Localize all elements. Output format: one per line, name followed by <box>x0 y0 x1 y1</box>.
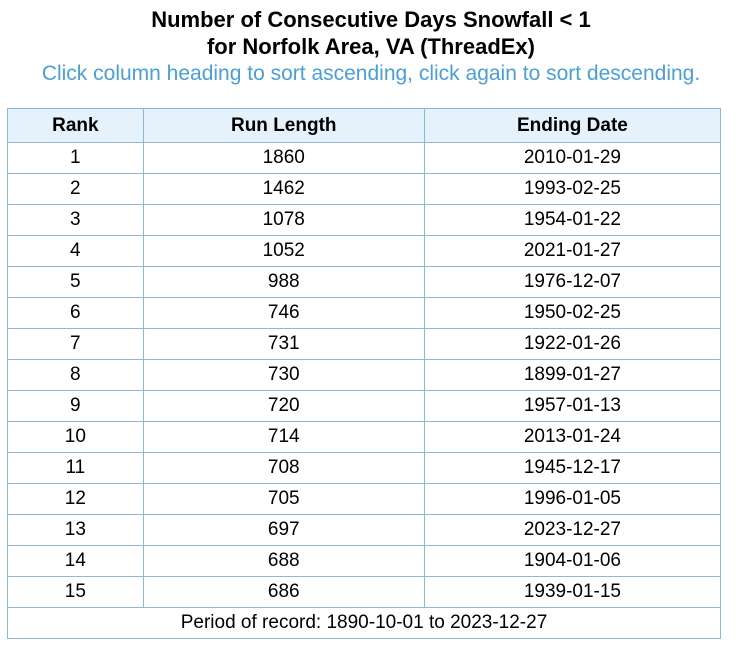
table-row: 4 1052 2021-01-27 <box>7 235 722 267</box>
rank-cell: 15 <box>7 576 144 608</box>
run-length-cell: 705 <box>142 483 425 515</box>
run-length-cell: 988 <box>142 266 425 298</box>
ending-date-cell: 2021-01-27 <box>423 235 722 267</box>
rank-cell: 4 <box>7 235 144 267</box>
run-length-cell: 746 <box>142 297 425 329</box>
rank-cell: 13 <box>7 514 144 546</box>
ending-date-cell: 2010-01-29 <box>423 142 722 174</box>
column-heading-ending-date[interactable]: Ending Date <box>423 108 722 143</box>
table-row: 12 705 1996-01-05 <box>7 483 722 515</box>
table-row: 10 714 2013-01-24 <box>7 421 722 453</box>
footer-row: Period of record: 1890-10-01 to 2023-12-… <box>7 607 721 639</box>
run-length-cell: 1052 <box>142 235 425 267</box>
table-row: 15 686 1939-01-15 <box>7 576 722 608</box>
table-row: 7 731 1922-01-26 <box>7 328 722 360</box>
rank-cell: 6 <box>7 297 144 329</box>
ending-date-cell: 1939-01-15 <box>423 576 722 608</box>
table-row: 14 688 1904-01-06 <box>7 545 722 577</box>
title-line-1: Number of Consecutive Days Snowfall < 1 <box>151 7 591 32</box>
page-title: Number of Consecutive Days Snowfall < 1 … <box>0 0 742 60</box>
table-footer: Period of record: 1890-10-01 to 2023-12-… <box>7 607 721 639</box>
run-length-cell: 720 <box>142 390 425 422</box>
title-line-2: for Norfolk Area, VA (ThreadEx) <box>206 34 535 59</box>
ending-date-cell: 1899-01-27 <box>423 359 722 391</box>
rank-cell: 8 <box>7 359 144 391</box>
table-row: 11 708 1945-12-17 <box>7 452 722 484</box>
run-length-cell: 708 <box>142 452 425 484</box>
ending-date-cell: 1904-01-06 <box>423 545 722 577</box>
table-header: Rank Run Length Ending Date <box>7 108 722 143</box>
ending-date-cell: 1945-12-17 <box>423 452 722 484</box>
table-row: 8 730 1899-01-27 <box>7 359 722 391</box>
table-row: 2 1462 1993-02-25 <box>7 173 722 205</box>
rank-cell: 10 <box>7 421 144 453</box>
rank-cell: 12 <box>7 483 144 515</box>
records-table: Rank Run Length Ending Date 1 1860 2010-01… <box>7 108 722 639</box>
ending-date-cell: 1957-01-13 <box>423 390 722 422</box>
run-length-cell: 688 <box>142 545 425 577</box>
ending-date-cell: 1993-02-25 <box>423 173 722 205</box>
ending-date-cell: 2013-01-24 <box>423 421 722 453</box>
rank-cell: 11 <box>7 452 144 484</box>
run-length-cell: 1860 <box>142 142 425 174</box>
ending-date-cell: 1954-01-22 <box>423 204 722 236</box>
run-length-cell: 714 <box>142 421 425 453</box>
ending-date-cell: 1996-01-05 <box>423 483 722 515</box>
run-length-cell: 686 <box>142 576 425 608</box>
rank-cell: 9 <box>7 390 144 422</box>
run-length-cell: 1462 <box>142 173 425 205</box>
rank-cell: 3 <box>7 204 144 236</box>
table-body: 1 1860 2010-01-29 2 1462 1993-02-25 3 1078 195… <box>7 142 722 608</box>
table-row: 1 1860 2010-01-29 <box>7 142 722 174</box>
rank-cell: 14 <box>7 545 144 577</box>
ending-date-cell: 1922-01-26 <box>423 328 722 360</box>
table-row: 6 746 1950-02-25 <box>7 297 722 329</box>
ending-date-cell: 1976-12-07 <box>423 266 722 298</box>
run-length-cell: 1078 <box>142 204 425 236</box>
table-row: 13 697 2023-12-27 <box>7 514 722 546</box>
column-heading-rank[interactable]: Rank <box>7 108 144 143</box>
run-length-cell: 697 <box>142 514 425 546</box>
page-header: Number of Consecutive Days Snowfall < 1 … <box>0 0 742 87</box>
table-row: 5 988 1976-12-07 <box>7 266 722 298</box>
run-length-cell: 730 <box>142 359 425 391</box>
table-row: 3 1078 1954-01-22 <box>7 204 722 236</box>
rank-cell: 1 <box>7 142 144 174</box>
ending-date-cell: 1950-02-25 <box>423 297 722 329</box>
rank-cell: 2 <box>7 173 144 205</box>
rank-cell: 5 <box>7 266 144 298</box>
header-row: Rank Run Length Ending Date <box>7 108 722 143</box>
period-of-record: Period of record: 1890-10-01 to 2023-12-… <box>7 607 721 639</box>
sort-instructions: Click column heading to sort ascending, … <box>41 62 701 85</box>
rank-cell: 7 <box>7 328 144 360</box>
run-length-cell: 731 <box>142 328 425 360</box>
ending-date-cell: 2023-12-27 <box>423 514 722 546</box>
table-row: 9 720 1957-01-13 <box>7 390 722 422</box>
column-heading-run-length[interactable]: Run Length <box>142 108 425 143</box>
